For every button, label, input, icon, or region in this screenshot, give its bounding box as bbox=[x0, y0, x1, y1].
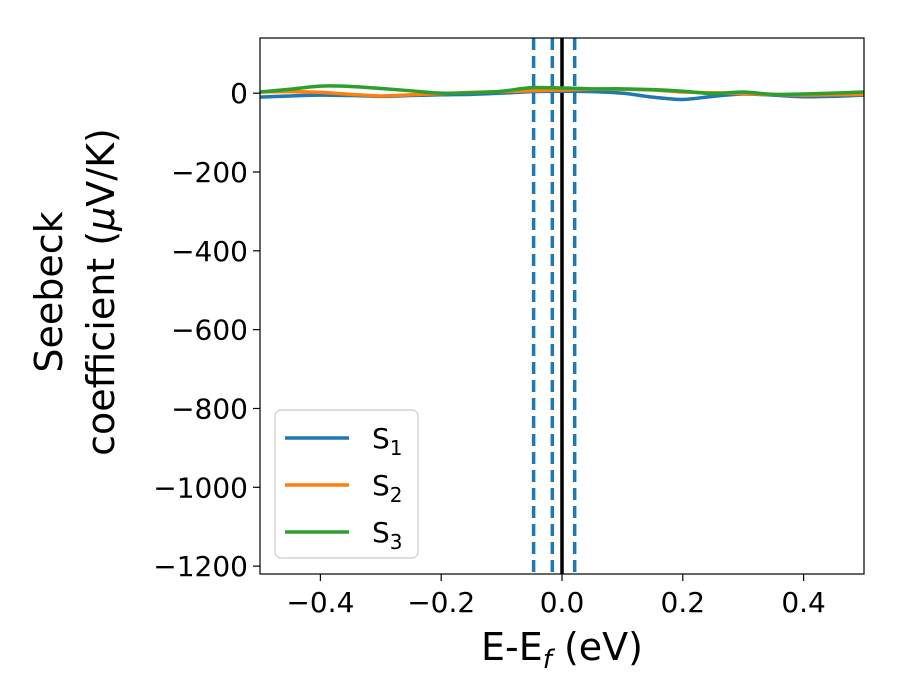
x-axis-label: E-Ef (eV) bbox=[481, 625, 643, 675]
series-line-s3 bbox=[260, 84, 864, 97]
y-tick-label: −1000 bbox=[153, 471, 248, 504]
legend-label-s3: S3 bbox=[372, 516, 403, 554]
legend: S1 S2 S3 bbox=[274, 409, 419, 559]
x-axis-ticks: −0.4 −0.2 0.0 0.2 0.4 bbox=[286, 574, 826, 619]
y-axis-label-line2: coefficient (μV/K) bbox=[79, 128, 123, 456]
legend-label-s1: S1 bbox=[372, 422, 403, 460]
y-axis-label-line1: Seebeck bbox=[27, 211, 71, 372]
legend-label-s2: S2 bbox=[372, 469, 403, 507]
y-tick-label: −800 bbox=[171, 392, 248, 425]
y-axis-label: Seebeck coefficient (μV/K) bbox=[27, 128, 123, 456]
y-tick-label: −400 bbox=[171, 235, 248, 268]
y-axis-ticks: 0 −200 −400 −600 −800 −1000 −1200 bbox=[153, 77, 260, 583]
y-tick-label: −1200 bbox=[153, 550, 248, 583]
x-tick-label: −0.2 bbox=[407, 586, 475, 619]
reference-lines bbox=[531, 38, 577, 574]
y-tick-label: −600 bbox=[171, 314, 248, 347]
x-tick-label: 0.4 bbox=[781, 586, 826, 619]
x-tick-label: 0.2 bbox=[661, 586, 706, 619]
series-lines bbox=[260, 84, 864, 102]
x-tick-label: 0.0 bbox=[540, 586, 585, 619]
y-tick-label: 0 bbox=[230, 77, 248, 110]
y-tick-label: −200 bbox=[171, 156, 248, 189]
x-tick-label: −0.4 bbox=[286, 586, 354, 619]
